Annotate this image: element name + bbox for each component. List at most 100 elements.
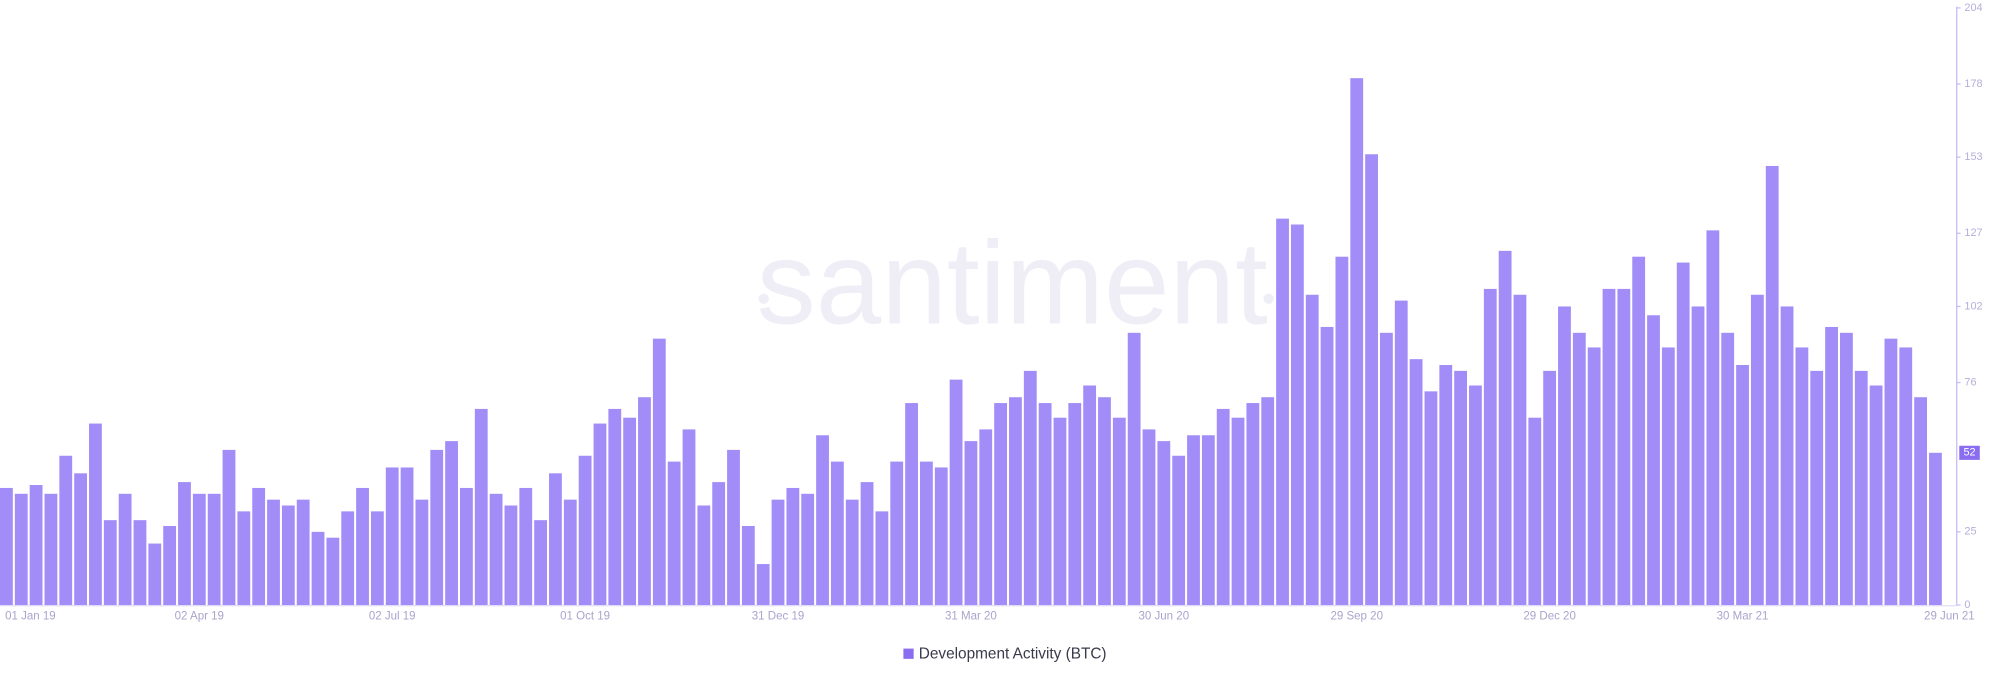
bar (949, 379, 963, 606)
bar (178, 482, 191, 606)
bar (89, 423, 102, 606)
y-tick-label: 178 (1964, 78, 1982, 90)
bar (638, 397, 651, 606)
bar (356, 487, 369, 606)
bar (29, 485, 43, 606)
bar (474, 408, 488, 606)
y-tick-label: 25 (1964, 526, 1976, 538)
bar (578, 455, 592, 606)
bar (148, 543, 162, 606)
y-tick-label: 153 (1964, 151, 1982, 163)
bar (1602, 288, 1616, 606)
bar (1380, 332, 1393, 606)
bar (845, 499, 859, 606)
bar (1276, 218, 1289, 606)
x-tick-label: 29 Sep 20 (1330, 611, 1383, 623)
bar (979, 429, 993, 606)
y-tick-label: 102 (1964, 300, 1982, 312)
x-tick-label: 01 Oct 19 (560, 611, 610, 623)
y-tick-label: 76 (1964, 376, 1976, 388)
bar (1172, 455, 1186, 606)
bar (756, 564, 770, 606)
bar (608, 408, 622, 606)
bar (74, 473, 88, 606)
bar (1261, 397, 1275, 606)
bar (667, 461, 681, 606)
bar (816, 435, 829, 606)
bar (1810, 370, 1824, 606)
bar (504, 505, 518, 606)
bar (741, 526, 755, 606)
watermark-dot (758, 293, 769, 304)
bar (1914, 397, 1928, 606)
bar (1098, 397, 1111, 606)
bar (1721, 332, 1735, 606)
bar (563, 499, 577, 606)
bar (1840, 332, 1853, 606)
bar (1528, 417, 1542, 606)
bar (682, 429, 696, 606)
bar (1439, 365, 1453, 606)
watermark: santiment (757, 217, 1268, 349)
bar (890, 461, 904, 606)
bar (1216, 408, 1230, 606)
bar (519, 487, 533, 606)
x-tick-label: 31 Dec 19 (752, 611, 804, 623)
bar (1854, 370, 1868, 606)
x-tick-label: 29 Jun 21 (1924, 611, 1975, 623)
bar (1884, 338, 1898, 606)
bar (222, 449, 236, 606)
bar (964, 441, 978, 606)
bar (385, 467, 399, 606)
bar (1617, 288, 1631, 606)
bar (1483, 288, 1497, 606)
bar (1201, 435, 1215, 606)
bar (697, 505, 711, 606)
bar (934, 467, 948, 606)
y-tick-label: 127 (1964, 227, 1982, 239)
y-tick-label: 204 (1964, 2, 1982, 14)
bar (1290, 224, 1304, 606)
bar (370, 511, 384, 606)
bar (133, 520, 147, 606)
bar (727, 449, 740, 606)
bar (296, 499, 310, 606)
bar (0, 487, 13, 606)
bar (623, 417, 637, 606)
bar (237, 511, 251, 606)
bar (1899, 347, 1913, 606)
bar (830, 461, 844, 606)
bar (1825, 326, 1838, 606)
bar (1127, 332, 1141, 606)
bar (1187, 435, 1200, 606)
bar (1009, 397, 1022, 606)
bar (801, 493, 815, 606)
bar (1424, 391, 1438, 606)
bar (860, 482, 874, 606)
bar (1780, 306, 1794, 606)
bar (1572, 332, 1586, 606)
bar (1513, 294, 1527, 606)
bar (341, 511, 355, 606)
bar (1454, 370, 1468, 606)
bar (1409, 359, 1423, 606)
bar (445, 441, 458, 606)
bar (460, 487, 473, 606)
bar (1320, 326, 1334, 606)
bar (920, 461, 933, 606)
bar (44, 493, 58, 606)
bar (1587, 347, 1601, 606)
bar (875, 511, 889, 606)
bar (1112, 417, 1126, 606)
bar (415, 499, 429, 606)
bar (1676, 262, 1690, 606)
bar (1335, 256, 1349, 606)
x-tick-label: 30 Jun 20 (1139, 611, 1190, 623)
bar (1795, 347, 1809, 606)
bar (1142, 429, 1156, 606)
bar (1068, 403, 1082, 606)
bar (267, 499, 280, 606)
bar (1394, 300, 1408, 606)
legend-label: Development Activity (BTC) (919, 645, 1107, 662)
bar (593, 423, 607, 606)
